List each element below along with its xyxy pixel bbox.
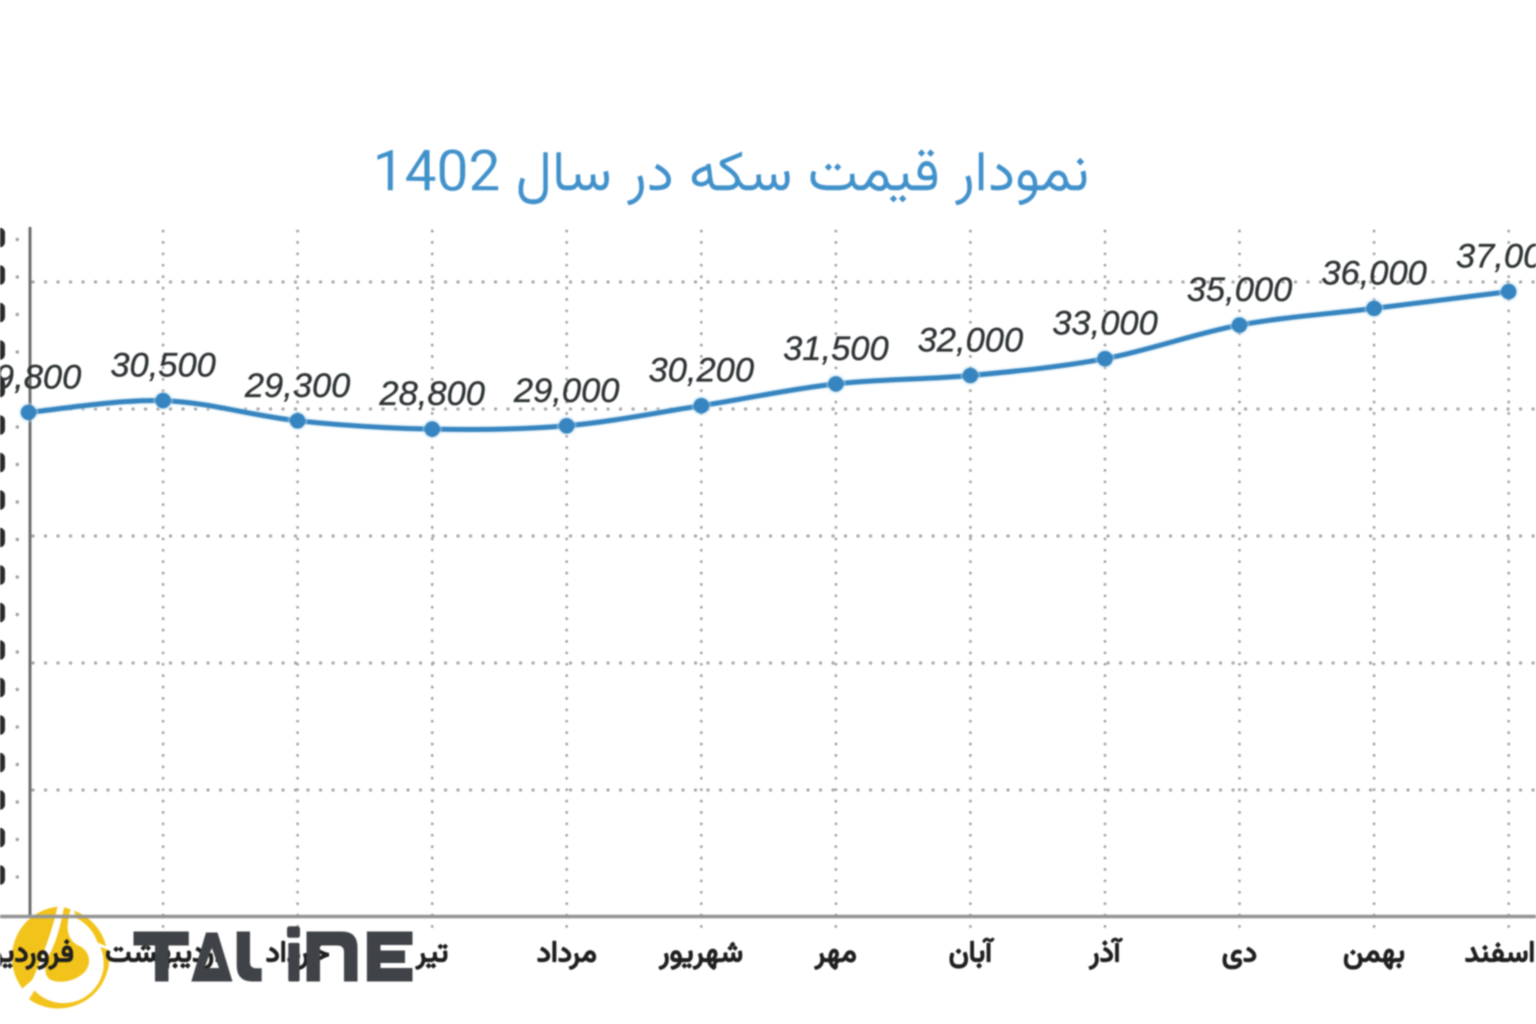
svg-text:28,800: 28,800 bbox=[378, 375, 485, 413]
svg-text:29,800: 29,800 bbox=[0, 358, 81, 396]
svg-text:35,000: 35,000 bbox=[1187, 271, 1293, 309]
svg-text:33,000: 33,000 bbox=[1052, 305, 1158, 343]
svg-text:29,000: 29,000 bbox=[513, 372, 620, 410]
svg-text:30,500: 30,500 bbox=[110, 347, 216, 385]
svg-text:30,200: 30,200 bbox=[649, 352, 755, 390]
svg-text:32,000: 32,000 bbox=[918, 322, 1024, 360]
svg-text:36,000: 36,000 bbox=[1321, 254, 1427, 292]
svg-text:31,500: 31,500 bbox=[783, 330, 889, 368]
svg-text:29,300: 29,300 bbox=[244, 367, 351, 405]
svg-text:37,000: 37,000 bbox=[1456, 238, 1536, 276]
